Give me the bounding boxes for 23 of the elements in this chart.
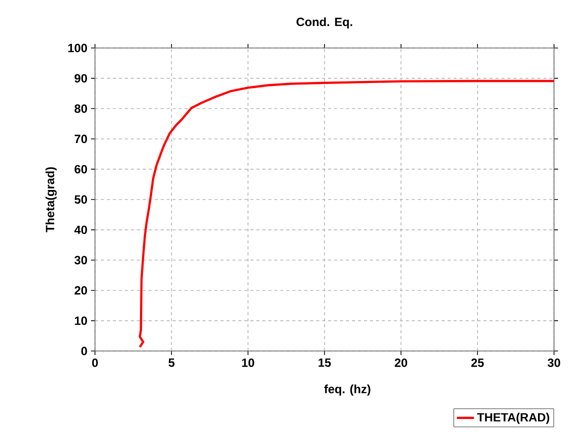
y-tick-label: 20: [74, 286, 87, 295]
x-tick-label: 20: [394, 358, 408, 367]
y-tick-label: 50: [74, 195, 87, 204]
x-tick-label: 10: [242, 358, 254, 367]
y-tick-label: 0: [81, 346, 87, 356]
y-tick-label: 90: [74, 74, 87, 83]
y-tick-label: 30: [74, 256, 87, 264]
y-tick-label: 40: [74, 226, 87, 234]
x-tick-label: 5: [168, 358, 174, 367]
x-tick-label: 30: [548, 358, 560, 368]
x-tick-label: 0: [92, 358, 98, 367]
chart-title: Cond. Eq.: [296, 17, 352, 29]
line-series: [138, 80, 554, 348]
y-tick-label: 100: [68, 44, 87, 52]
y-tick-label: 10: [74, 316, 87, 325]
x-tick-label: 15: [318, 358, 331, 367]
x-tick-label: 25: [471, 358, 484, 367]
x-axis-title: feq. (hz): [324, 384, 370, 396]
y-tick-label: 60: [74, 164, 87, 174]
y-tick-label: 80: [74, 104, 87, 113]
y-axis-title: Theta(grad): [46, 167, 57, 232]
y-tick-label: 70: [74, 134, 87, 144]
legend-label: THETA(RAD): [477, 412, 550, 424]
